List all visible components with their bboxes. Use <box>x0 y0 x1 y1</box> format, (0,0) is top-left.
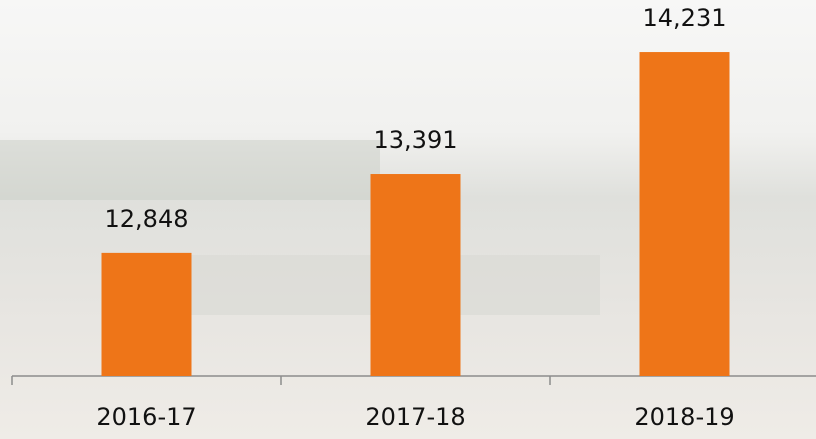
background-photo <box>0 140 380 200</box>
data-label: 13,391 <box>374 126 458 154</box>
x-tick-label: 2018-19 <box>634 403 734 431</box>
bar <box>101 252 192 376</box>
data-label: 14,231 <box>643 4 727 32</box>
bar <box>370 174 461 376</box>
data-label: 12,848 <box>105 205 189 233</box>
bar <box>639 52 730 376</box>
x-tick-label: 2017-18 <box>365 403 465 431</box>
x-tick-label: 2016-17 <box>96 403 196 431</box>
